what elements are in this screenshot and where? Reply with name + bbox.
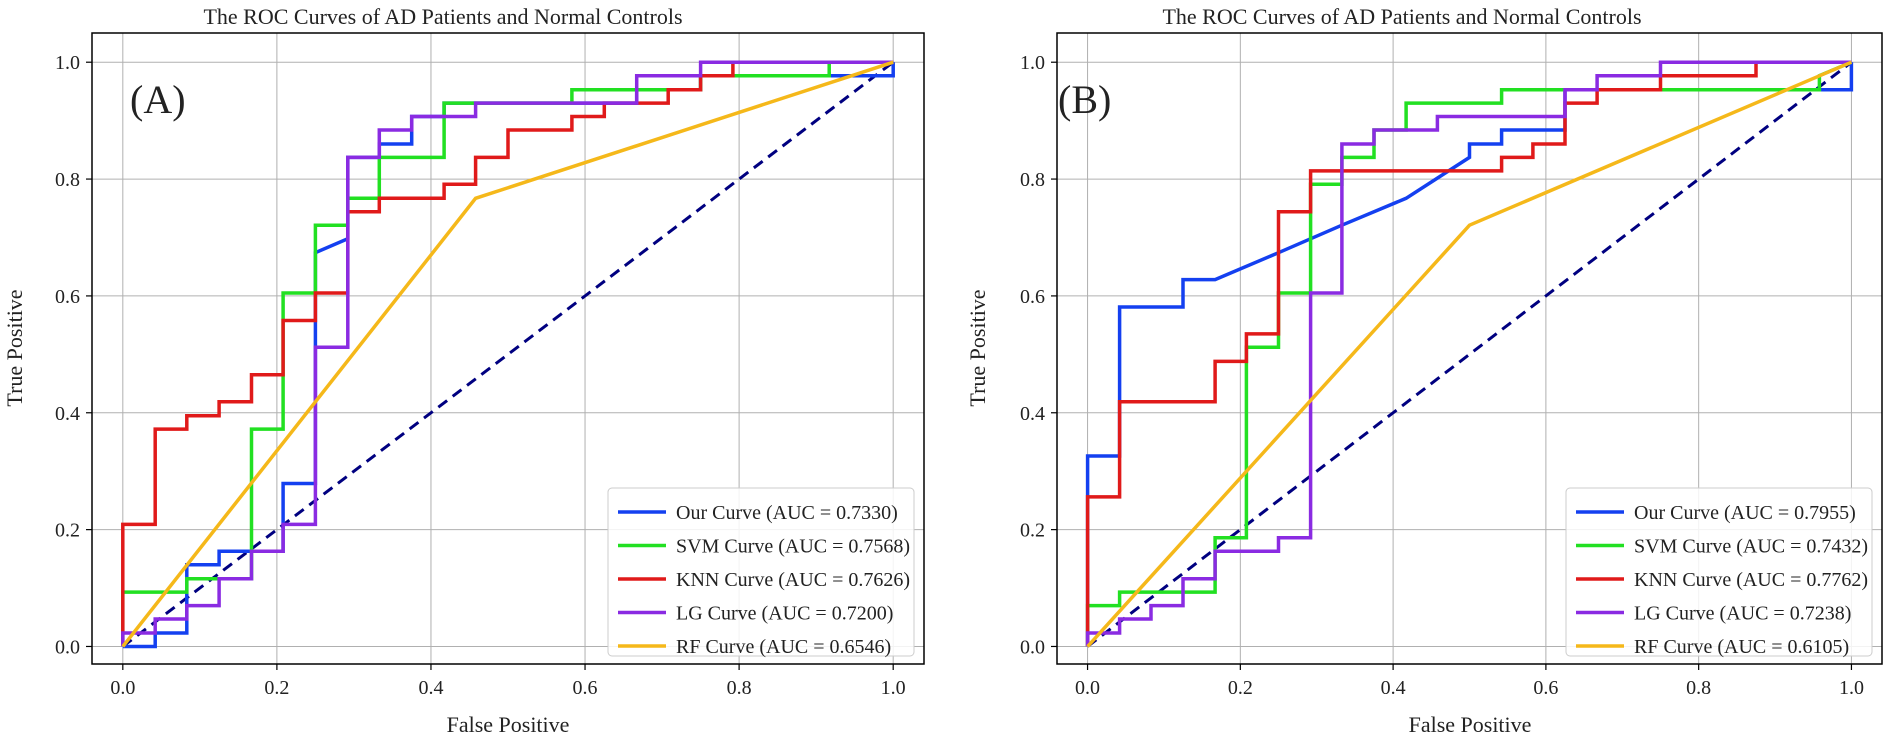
plot-frame <box>1056 32 1883 665</box>
chart-title: The ROC Curves of AD Patients and Normal… <box>1162 4 1641 29</box>
lg-curve-line <box>1085 60 1852 647</box>
y-axis-label: True Positive <box>965 289 990 406</box>
knn-curve-line <box>1085 60 1852 647</box>
legend-label: KNN Curve (AUC = 0.7762) <box>1634 569 1868 591</box>
chance-diagonal <box>1086 61 1853 648</box>
x-axis-label: False Positive <box>447 712 570 737</box>
chart-panel-a: The ROC Curves of AD Patients and Normal… <box>2 4 925 737</box>
legend-label: RF Curve (AUC = 0.6105) <box>1634 636 1849 658</box>
chart-panel-b: The ROC Curves of AD Patients and Normal… <box>965 4 1883 737</box>
y-tick-label: 0.2 <box>55 520 80 542</box>
x-tick-label: 0.8 <box>1686 677 1711 699</box>
lg-curve-line <box>121 60 894 647</box>
y-tick-label: 0.4 <box>55 403 80 425</box>
y-tick-label: 1.0 <box>55 52 80 74</box>
x-tick-label: 0.6 <box>573 677 598 699</box>
x-tick-label: 0.8 <box>727 677 752 699</box>
x-tick-label: 1.0 <box>1839 677 1864 699</box>
x-tick-label: 0.0 <box>110 677 135 699</box>
legend: Our Curve (AUC = 0.7955) SVM Curve (AUC =… <box>1565 487 1873 658</box>
x-tick-label: 0.4 <box>1381 677 1406 699</box>
x-tick-label: 0.4 <box>418 677 443 699</box>
rf-curve-line <box>121 60 894 648</box>
y-tick-label: 0.6 <box>1020 286 1045 308</box>
y-tick-label: 0.4 <box>1020 403 1045 425</box>
x-axis-ticks: 0.0 0.2 0.4 0.6 0.8 1.0 <box>110 664 906 699</box>
legend-box <box>607 487 915 657</box>
roc-series <box>1085 60 1854 648</box>
x-tick-label: 0.2 <box>1228 677 1253 699</box>
legend-label: SVM Curve (AUC = 0.7432) <box>1634 536 1868 558</box>
chart-title: The ROC Curves of AD Patients and Normal… <box>203 4 682 29</box>
plot-frame <box>91 32 925 665</box>
y-axis-ticks: 0.0 0.2 0.4 0.6 0.8 1.0 <box>55 52 92 658</box>
roc-series <box>121 60 895 649</box>
panel-label: (B) <box>1058 77 1111 122</box>
knn-curve-line <box>121 60 894 647</box>
x-axis-label: False Positive <box>1409 712 1532 737</box>
y-tick-label: 0.0 <box>1020 636 1045 658</box>
x-tick-label: 1.0 <box>881 677 906 699</box>
rf-curve-line <box>1086 60 1853 648</box>
grid-lines <box>92 33 924 664</box>
x-axis-ticks: 0.0 0.2 0.4 0.6 0.8 1.0 <box>1075 664 1864 699</box>
legend-label: SVM Curve (AUC = 0.7568) <box>676 536 910 558</box>
y-axis-label: True Positive <box>2 289 27 406</box>
x-tick-label: 0.2 <box>264 677 289 699</box>
legend-label: RF Curve (AUC = 0.6546) <box>676 636 891 658</box>
y-tick-label: 0.2 <box>1020 520 1045 542</box>
legend-label: KNN Curve (AUC = 0.7626) <box>676 569 910 591</box>
legend-label: LG Curve (AUC = 0.7238) <box>1634 603 1851 625</box>
y-tick-label: 0.8 <box>1020 169 1045 191</box>
y-tick-label: 0.0 <box>55 636 80 658</box>
legend-label: Our Curve (AUC = 0.7330) <box>676 502 898 524</box>
legend-label: Our Curve (AUC = 0.7955) <box>1634 502 1856 524</box>
y-tick-label: 1.0 <box>1020 52 1045 74</box>
legend: Our Curve (AUC = 0.7330) SVM Curve (AUC =… <box>607 487 915 658</box>
panel-label: (A) <box>130 77 186 122</box>
legend-label: LG Curve (AUC = 0.7200) <box>676 603 893 625</box>
y-axis-ticks: 0.0 0.2 0.4 0.6 0.8 1.0 <box>1020 52 1057 658</box>
x-tick-label: 0.6 <box>1533 677 1558 699</box>
x-tick-label: 0.0 <box>1075 677 1100 699</box>
y-tick-label: 0.8 <box>55 169 80 191</box>
legend-box <box>1565 487 1873 657</box>
y-tick-label: 0.6 <box>55 286 80 308</box>
